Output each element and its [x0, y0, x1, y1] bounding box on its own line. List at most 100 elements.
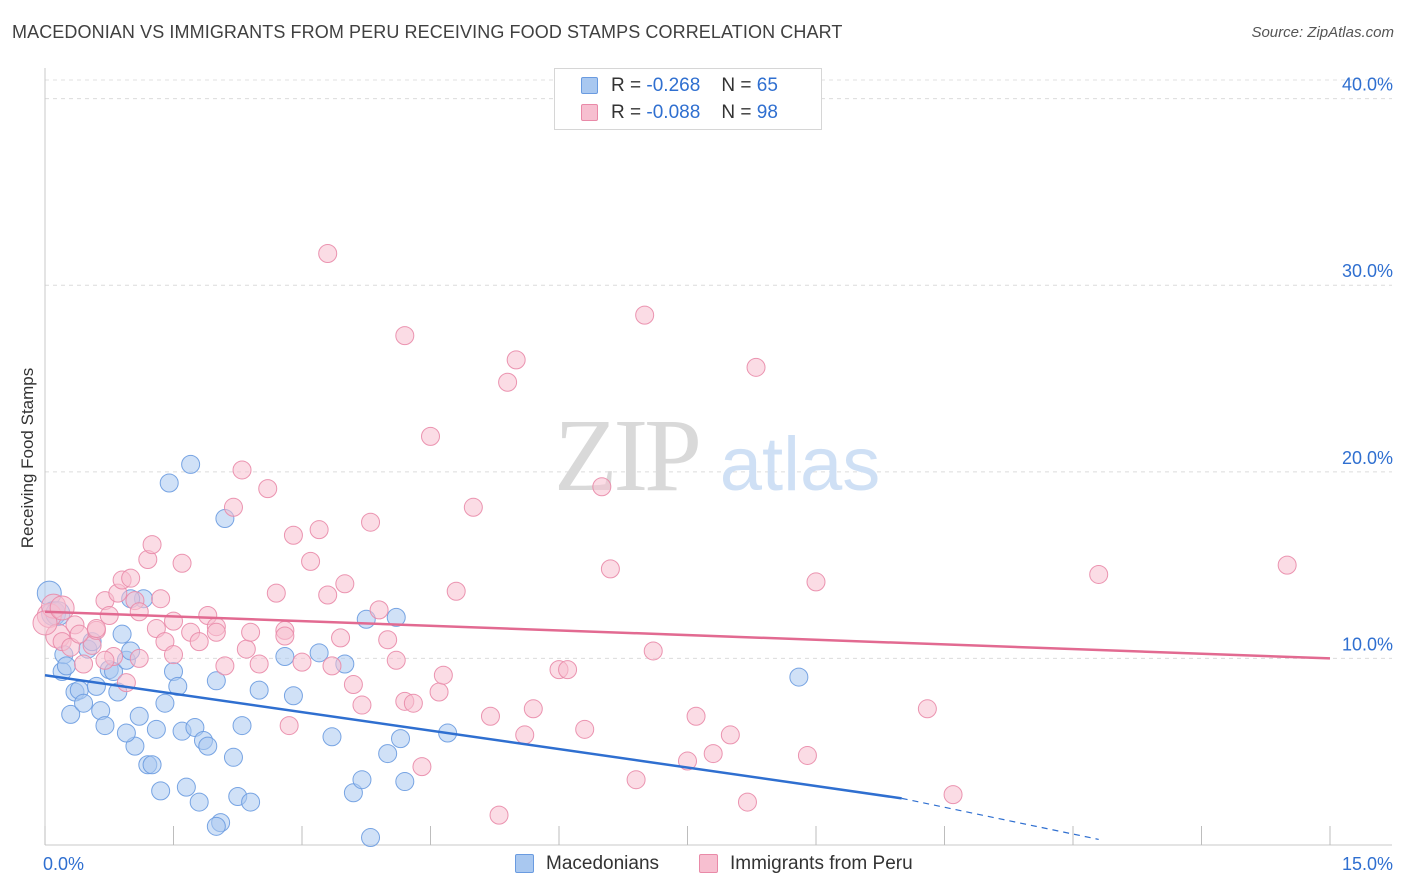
- macedonians-point: [241, 792, 261, 812]
- peru-point: [378, 630, 398, 650]
- peru-point: [232, 460, 252, 480]
- peru-point: [686, 706, 706, 726]
- axis-layer: 10.0% 20.0% 30.0% 40.0% 0.0% 15.0%: [43, 68, 1393, 874]
- legend-n-value: 98: [756, 102, 778, 123]
- macedonians-point: [352, 770, 372, 790]
- peru-point: [309, 520, 329, 540]
- peru-point: [943, 785, 963, 805]
- macedonians-point: [142, 755, 162, 775]
- peru-point: [463, 497, 483, 517]
- peru-point: [69, 624, 89, 644]
- macedonians-point: [86, 676, 106, 696]
- macedonians-trend-line: [44, 673, 902, 800]
- peru-point: [421, 426, 440, 446]
- stats-legend: R = -0.268 N = 65 R = -0.088 N = 98: [554, 68, 822, 130]
- macedonians-point: [129, 706, 149, 726]
- macedonians-point: [378, 744, 398, 764]
- peru-point: [806, 572, 826, 592]
- macedonians-point: [146, 719, 166, 739]
- peru-point: [506, 350, 526, 370]
- y-axis-label: Receiving Food Stamps: [18, 367, 37, 549]
- peru-point: [352, 695, 372, 715]
- peru-point: [335, 574, 355, 594]
- macedonians-point: [361, 828, 381, 848]
- peru-point: [746, 357, 766, 377]
- peru-point: [515, 725, 535, 745]
- peru-point: [142, 535, 162, 555]
- peru-point: [626, 770, 646, 790]
- macedonians-point: [181, 454, 201, 474]
- peru-point: [558, 660, 578, 680]
- macedonians-point: [275, 647, 295, 667]
- legend-n-label: N =: [721, 102, 752, 123]
- x-tick-label-min: 0.0%: [43, 854, 84, 874]
- macedonians-point: [789, 667, 809, 687]
- macedonians-point: [283, 686, 303, 706]
- macedonians-point: [155, 693, 175, 713]
- bottom-legend-label-peru: Immigrants from Peru: [730, 853, 913, 874]
- legend-r-value: -0.268: [646, 75, 701, 96]
- bottom-legend-label-macedonians: Macedonians: [546, 853, 660, 874]
- legend-text-macedonians: R = -0.268 N = 65: [611, 75, 778, 97]
- macedonians-point: [386, 607, 406, 627]
- legend-text-peru: R = -0.088 N = 98: [611, 102, 778, 124]
- peru-point: [433, 665, 453, 685]
- peru-point: [343, 675, 363, 695]
- legend-r-label: R =: [611, 75, 642, 96]
- peru-point: [369, 600, 389, 620]
- peru-point: [797, 745, 817, 765]
- legend-r-value: -0.088: [646, 102, 701, 123]
- macedonians-point: [56, 656, 76, 676]
- macedonians-point: [151, 781, 171, 801]
- peru-point: [917, 699, 937, 719]
- peru-point: [279, 716, 299, 736]
- bottom-legend-swatch-peru: [699, 854, 718, 873]
- peru-point: [292, 652, 312, 672]
- macedonians-point: [74, 693, 94, 713]
- peru-point: [600, 559, 620, 579]
- macedonians-point: [391, 729, 411, 749]
- peru-point: [32, 610, 58, 636]
- peru-point: [403, 693, 423, 713]
- peru-point: [429, 682, 449, 702]
- peru-point: [703, 744, 723, 764]
- macedonians-point: [112, 624, 132, 644]
- legend-n-value: 65: [756, 75, 778, 96]
- peru-point: [318, 585, 338, 605]
- peru-point: [737, 792, 757, 812]
- bottom-legend-swatch-macedonians: [515, 854, 534, 873]
- peru-point: [446, 581, 466, 601]
- peru-point: [215, 656, 235, 676]
- watermark-zip: ZIP: [554, 398, 698, 513]
- watermark: ZIP atlas: [554, 398, 880, 513]
- peru-point: [275, 626, 295, 646]
- peru-point: [129, 602, 149, 622]
- peru-point: [164, 611, 183, 631]
- peru-point: [386, 650, 406, 670]
- y-tick-label: 20.0%: [1342, 448, 1393, 468]
- legend-r-label: R =: [611, 102, 642, 123]
- peru-point: [480, 706, 500, 726]
- peru-point: [592, 477, 612, 497]
- peru-point: [164, 645, 183, 665]
- macedonians-point: [176, 777, 196, 797]
- peru-point: [643, 641, 663, 661]
- peru-point: [498, 372, 518, 392]
- peru-point: [189, 632, 209, 652]
- source-label: Source: ZipAtlas.com: [1251, 24, 1394, 41]
- peru-point: [266, 583, 286, 603]
- peru-point: [236, 639, 256, 659]
- peru-point: [129, 648, 149, 668]
- macedonians-point: [95, 716, 115, 736]
- macedonians-point: [198, 736, 218, 756]
- macedonians-point: [189, 792, 209, 812]
- peru-point: [523, 699, 543, 719]
- peru-point: [720, 725, 740, 745]
- peru-point: [283, 525, 303, 545]
- peru-point: [322, 656, 342, 676]
- peru-point: [412, 757, 432, 777]
- peru-point: [74, 654, 94, 674]
- peru-point: [635, 305, 655, 325]
- peru-point: [331, 628, 351, 648]
